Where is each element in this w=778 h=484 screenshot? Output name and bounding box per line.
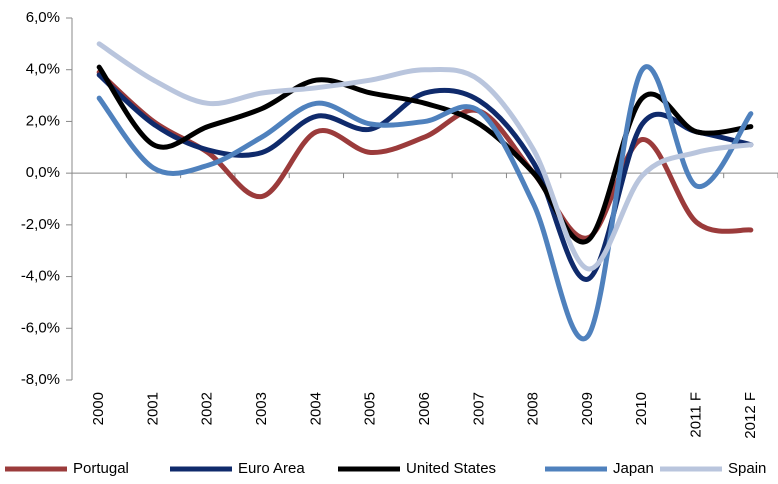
y-tick-label: 6,0% <box>26 9 60 26</box>
x-tick-label: 2005 <box>362 392 379 425</box>
x-tick-label: 2010 <box>633 392 650 425</box>
series-line <box>96 64 754 245</box>
y-tick-label: 4,0% <box>26 61 60 78</box>
x-tick-label: 2004 <box>307 392 324 425</box>
x-tick-label: 2009 <box>579 392 596 425</box>
x-tick-label: 2007 <box>470 392 487 425</box>
x-tick-label: 2001 <box>144 392 161 425</box>
x-tick-label: 2000 <box>90 392 107 425</box>
x-tick-label: 2003 <box>253 392 270 425</box>
legend-label: Portugal <box>73 460 129 477</box>
y-tick-label: -6,0% <box>21 319 60 336</box>
y-tick-label: 2,0% <box>26 112 60 129</box>
y-tick-label: -4,0% <box>21 268 60 285</box>
x-tick-label: 2011 F <box>688 392 705 438</box>
legend-label: Euro Area <box>238 460 305 477</box>
legend-label: United States <box>406 460 496 477</box>
series-line <box>96 64 754 342</box>
series-line <box>96 69 754 241</box>
y-tick-label: -8,0% <box>21 371 60 388</box>
x-tick-label: 2008 <box>525 392 542 425</box>
legend-label: Spain <box>728 460 766 477</box>
legend-label: Japan <box>613 460 654 477</box>
series-line <box>96 72 754 282</box>
x-tick-label: 2002 <box>199 392 216 425</box>
series-line <box>96 41 754 272</box>
x-tick-label: 2006 <box>416 392 433 425</box>
y-tick-label: 0,0% <box>26 164 60 181</box>
y-tick-label: -2,0% <box>21 216 60 233</box>
x-tick-label: 2012 F <box>742 392 759 439</box>
